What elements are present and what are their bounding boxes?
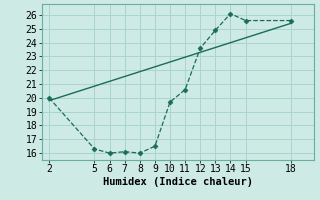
X-axis label: Humidex (Indice chaleur): Humidex (Indice chaleur) [103,177,252,187]
